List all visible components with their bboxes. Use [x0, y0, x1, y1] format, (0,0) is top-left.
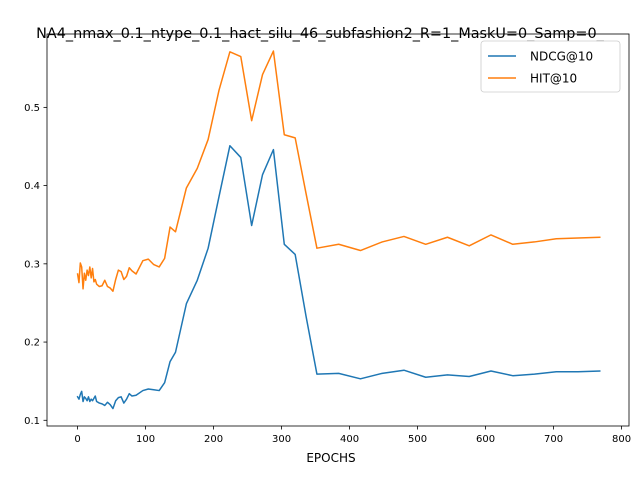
y-tick-label: 0.5 [24, 103, 40, 114]
series-line-hit-10 [76, 50, 601, 292]
x-axis-label: EPOCHS [306, 451, 355, 465]
legend-label-ndcg: NDCG@10 [530, 50, 593, 64]
y-tick-label: 0.2 [24, 338, 40, 349]
legend: NDCG@10 HIT@10 [480, 40, 621, 93]
x-axis: 0 100 200 300 400 500 600 700 800 [74, 426, 631, 445]
x-tick-label: 200 [204, 434, 223, 445]
plot-area-frame [46, 33, 630, 427]
x-tick-label: 700 [544, 434, 563, 445]
legend-box [480, 40, 621, 93]
y-tick-label: 0.3 [24, 259, 40, 270]
legend-label-hit: HIT@10 [530, 72, 577, 86]
x-tick-label: 600 [476, 434, 495, 445]
y-tick-label: 0.1 [24, 416, 40, 427]
x-tick-label: 500 [408, 434, 427, 445]
y-axis: 0.1 0.2 0.3 0.4 0.5 [24, 103, 47, 427]
x-tick-label: 800 [612, 434, 631, 445]
x-tick-label: 0 [74, 434, 80, 445]
x-tick-label: 400 [340, 434, 359, 445]
x-tick-label: 300 [272, 434, 291, 445]
series-line-ndcg-10 [76, 144, 601, 410]
series-lines [76, 50, 601, 410]
y-tick-label: 0.4 [24, 181, 40, 192]
x-tick-label: 100 [136, 434, 155, 445]
